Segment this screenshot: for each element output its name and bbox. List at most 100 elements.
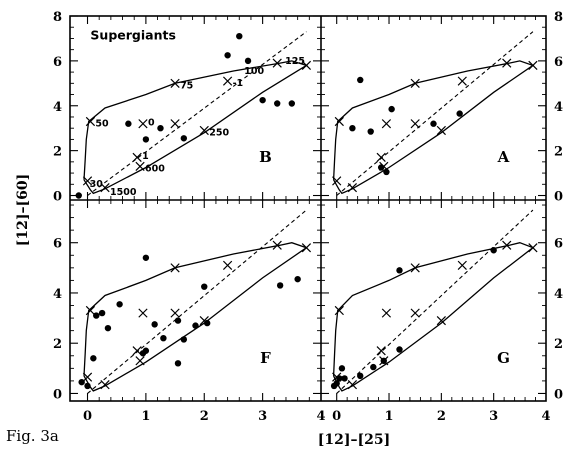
data-point [174, 317, 182, 324]
cross-stroke [199, 315, 209, 326]
cross-marker [381, 308, 392, 318]
y-tick-label: 2 [53, 337, 62, 352]
data-point [90, 355, 97, 362]
cross-stroke [381, 119, 392, 129]
data-point [288, 100, 296, 107]
ticks-F: 0 2 4 6 0 1 2 3 4 [53, 200, 326, 424]
cross-marker [502, 58, 512, 68]
cross-marker [457, 76, 467, 86]
cross-marker [528, 243, 538, 253]
data-point [174, 360, 182, 367]
data-point [357, 76, 364, 84]
model-line-dashed [87, 209, 307, 394]
y-tick-label: 0 [53, 387, 62, 402]
cross-stroke [334, 305, 344, 316]
cross-stroke [132, 346, 142, 356]
curve-annotation: 75 [180, 80, 193, 91]
cross-stroke [138, 308, 148, 318]
cross-marker [376, 152, 386, 162]
data-point [349, 124, 356, 132]
cross-stroke [170, 263, 180, 273]
data-point [78, 378, 85, 386]
cross-stroke [528, 60, 538, 70]
curve-annotation: -1 [233, 78, 244, 89]
cross-stroke [132, 152, 142, 162]
cross-marker [170, 78, 180, 88]
cross-stroke [410, 263, 420, 273]
cross-stroke [135, 356, 145, 366]
cross-marker [85, 305, 96, 316]
data-point [490, 247, 497, 254]
data-point [336, 375, 343, 382]
data-point [139, 350, 147, 357]
data-point [367, 128, 374, 135]
cross-marker [457, 260, 467, 270]
curve-annotation: 600 [145, 163, 165, 174]
ticks-G: 0 2 4 6 0 1 2 3 4 [321, 200, 563, 424]
panel-letter: B [259, 148, 272, 166]
cross-marker [138, 119, 148, 129]
data-point [370, 363, 377, 371]
data-point [333, 380, 340, 387]
y-tick-label: 2 [554, 145, 563, 160]
cross-stroke [381, 308, 392, 318]
cross-stroke [528, 243, 538, 253]
cross-marker [502, 240, 512, 250]
x-tick-label: 0 [332, 409, 341, 424]
data-point [160, 334, 167, 342]
cross-marker [410, 308, 420, 318]
panel-letter: G [497, 349, 510, 367]
cross-marker [272, 240, 282, 250]
data-point [259, 96, 266, 104]
x-tick-label: 1 [141, 409, 150, 424]
cross-marker [528, 60, 538, 70]
curve-annotation: 125 [285, 56, 305, 67]
cross-marker [301, 60, 312, 70]
cross-stroke [410, 78, 420, 88]
y-tick-label: 4 [554, 287, 563, 302]
cross-marker [347, 380, 358, 390]
cross-marker [332, 176, 342, 186]
data-point [388, 105, 395, 113]
cross-stroke [457, 260, 467, 270]
x-tick-label: 3 [489, 409, 498, 424]
data-point [236, 32, 243, 40]
data-point [151, 321, 158, 328]
cross-marker [222, 76, 233, 86]
data-point [377, 164, 385, 171]
data-point [383, 168, 390, 176]
cross-stroke [347, 380, 358, 390]
panel-F: F [78, 209, 312, 394]
x-tick-label: 4 [541, 409, 550, 424]
cross-stroke [170, 78, 180, 88]
cross-marker [199, 125, 209, 136]
cross-stroke [138, 119, 148, 129]
y-tick-label: 2 [53, 145, 62, 160]
x-tick-label: 2 [200, 409, 209, 424]
cross-marker [85, 116, 96, 127]
cross-stroke [135, 161, 145, 171]
data-point [341, 375, 348, 382]
y-tick-label: 4 [554, 100, 563, 115]
y-tick-label: 6 [53, 55, 62, 70]
cross-stroke [82, 176, 93, 186]
plot-frame [69, 15, 547, 402]
x-tick-label: 4 [316, 409, 325, 424]
data-point [203, 319, 211, 327]
model-line-dashed [336, 209, 534, 394]
data-point [192, 322, 199, 329]
panel-G: G [330, 209, 538, 394]
data-point [357, 372, 364, 380]
cross-marker [436, 125, 446, 136]
cross-marker [347, 183, 358, 193]
panel-A: A [332, 31, 538, 196]
data-point [142, 136, 150, 143]
cross-marker [100, 183, 110, 193]
cross-marker [170, 263, 180, 273]
data-point [180, 336, 188, 343]
cross-marker [436, 315, 446, 326]
cross-stroke [502, 58, 512, 68]
data-point [84, 382, 91, 390]
